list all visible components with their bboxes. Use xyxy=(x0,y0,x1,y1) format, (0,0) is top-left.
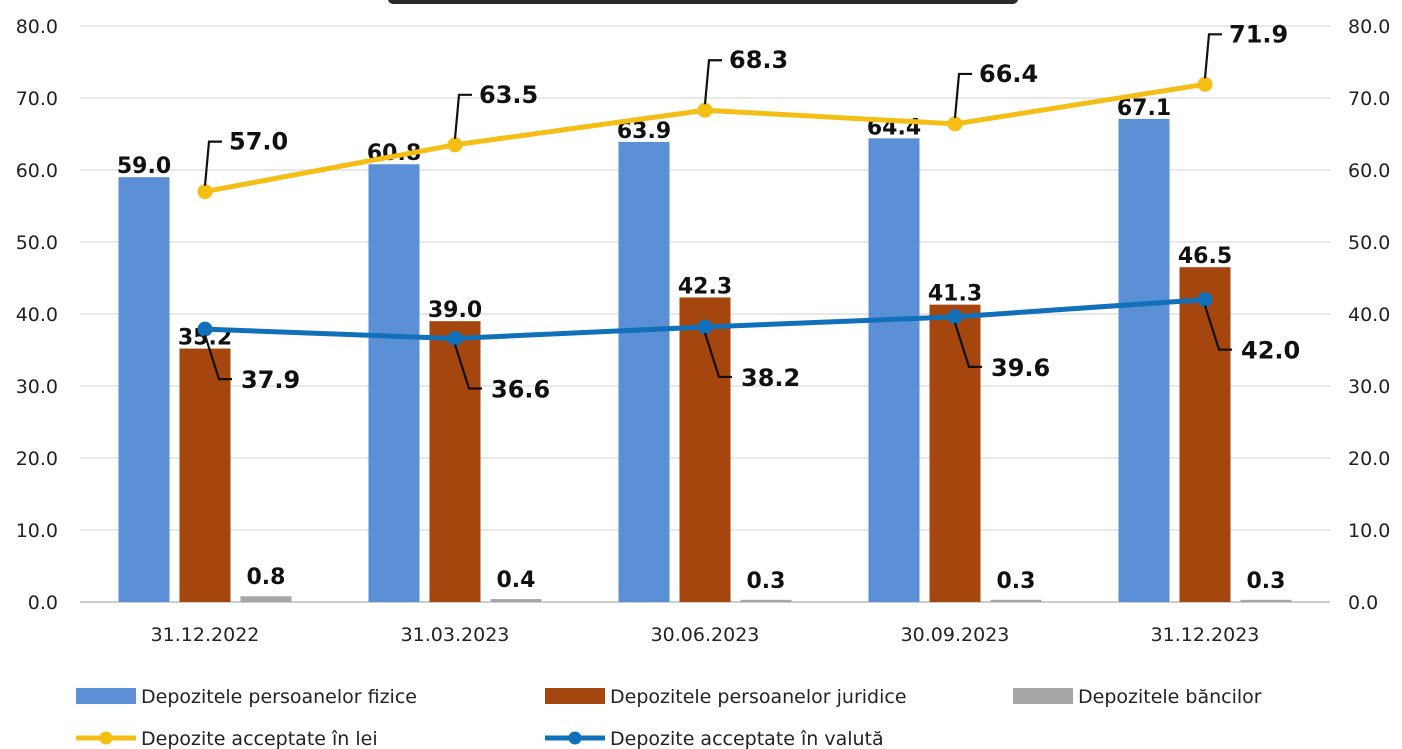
x-category-label: 31.12.2022 xyxy=(151,624,260,646)
bar xyxy=(1240,599,1292,602)
series-marker xyxy=(197,184,213,200)
bar xyxy=(240,596,292,602)
bar xyxy=(618,141,670,603)
line-value-label: 66.4 xyxy=(979,60,1038,88)
line-value-label: 39.6 xyxy=(991,354,1050,382)
label-leader-line xyxy=(203,140,222,186)
y-tick-label-right: 0.0 xyxy=(1348,592,1378,614)
bar xyxy=(1118,118,1170,602)
bar-value-label: 41.3 xyxy=(928,282,982,307)
bar xyxy=(679,297,731,602)
label-leader-line xyxy=(953,322,982,368)
y-tick-label-left: 50.0 xyxy=(16,232,58,254)
series-marker xyxy=(947,309,963,325)
bar xyxy=(118,177,170,602)
y-tick-label-left: 60.0 xyxy=(16,160,58,182)
bar xyxy=(929,304,981,602)
label-leader-line xyxy=(953,72,972,119)
legend-label: Depozitele persoanelor juridice xyxy=(610,686,907,708)
y-tick-label-right: 50.0 xyxy=(1348,232,1390,254)
legend-swatch xyxy=(76,688,136,704)
series-marker xyxy=(1197,76,1213,92)
x-category-label: 31.03.2023 xyxy=(401,624,510,646)
line-value-label: 38.2 xyxy=(741,364,800,392)
bar-value-label: 42.3 xyxy=(678,274,732,299)
line-value-label: 68.3 xyxy=(729,46,788,74)
y-tick-label-right: 60.0 xyxy=(1348,160,1390,182)
bar-value-label: 46.5 xyxy=(1178,244,1232,269)
y-tick-label-right: 10.0 xyxy=(1348,520,1390,542)
bar-value-label: 0.4 xyxy=(497,568,536,593)
bar xyxy=(490,599,542,602)
line-value-label: 71.9 xyxy=(1229,20,1288,48)
label-leader-line xyxy=(453,344,482,390)
bar xyxy=(368,164,420,603)
y-tick-label-left: 10.0 xyxy=(16,520,58,542)
line-value-label: 63.5 xyxy=(479,81,538,109)
y-tick-label-right: 80.0 xyxy=(1348,16,1390,38)
bar-value-label: 0.3 xyxy=(747,569,786,594)
y-tick-label-left: 40.0 xyxy=(16,304,58,326)
bar xyxy=(429,321,481,602)
legend-marker xyxy=(99,731,113,745)
y-tick-label-right: 40.0 xyxy=(1348,304,1390,326)
y-tick-label-right: 70.0 xyxy=(1348,88,1390,110)
label-leader-line xyxy=(1203,33,1222,79)
bar xyxy=(990,599,1042,602)
legend-marker xyxy=(568,731,582,745)
bar-value-label: 0.3 xyxy=(1247,569,1286,594)
bar-value-label: 59.0 xyxy=(117,154,171,179)
label-leader-line xyxy=(203,334,232,381)
legend-label: Depozite acceptate în lei xyxy=(141,728,378,749)
series-marker xyxy=(697,319,713,335)
legend-label: Depozite acceptate în valută xyxy=(610,728,884,749)
bar xyxy=(740,599,792,602)
label-leader-line xyxy=(1203,305,1232,351)
bar-value-label: 0.8 xyxy=(247,565,286,590)
bar xyxy=(179,348,231,602)
y-tick-label-left: 80.0 xyxy=(16,16,58,38)
y-tick-label-left: 70.0 xyxy=(16,88,58,110)
y-tick-label-left: 20.0 xyxy=(16,448,58,470)
legend-label: Depozitele persoanelor fizice xyxy=(141,686,417,708)
label-leader-line xyxy=(453,93,472,139)
bar-value-label: 39.0 xyxy=(428,298,482,323)
bar-value-label: 0.3 xyxy=(997,569,1036,594)
series-marker xyxy=(447,330,463,346)
legend-label: Depozitele băncilor xyxy=(1078,686,1262,708)
x-category-label: 31.12.2023 xyxy=(1151,624,1260,646)
line-value-label: 42.0 xyxy=(1241,337,1300,365)
y-tick-label-right: 30.0 xyxy=(1348,376,1390,398)
bar-value-label: 67.1 xyxy=(1117,96,1171,121)
series-marker xyxy=(1197,292,1213,308)
label-leader-line xyxy=(703,332,732,379)
y-tick-label-right: 20.0 xyxy=(1348,448,1390,470)
bar xyxy=(1179,267,1231,602)
x-category-label: 30.09.2023 xyxy=(901,624,1010,646)
label-leader-line xyxy=(703,59,722,105)
series-marker xyxy=(197,321,213,337)
series-marker xyxy=(697,102,713,118)
x-category-label: 30.06.2023 xyxy=(651,624,760,646)
bar xyxy=(868,138,920,602)
line-value-label: 36.6 xyxy=(491,375,550,403)
legend-swatch xyxy=(1013,688,1073,704)
line-value-label: 57.0 xyxy=(229,128,288,156)
series-marker xyxy=(947,116,963,132)
y-tick-label-left: 0.0 xyxy=(28,592,58,614)
clipped-title-fragment xyxy=(388,0,1018,4)
series-marker xyxy=(447,137,463,153)
line-value-label: 37.9 xyxy=(241,366,300,394)
y-tick-label-left: 30.0 xyxy=(16,376,58,398)
legend-swatch xyxy=(545,688,605,704)
